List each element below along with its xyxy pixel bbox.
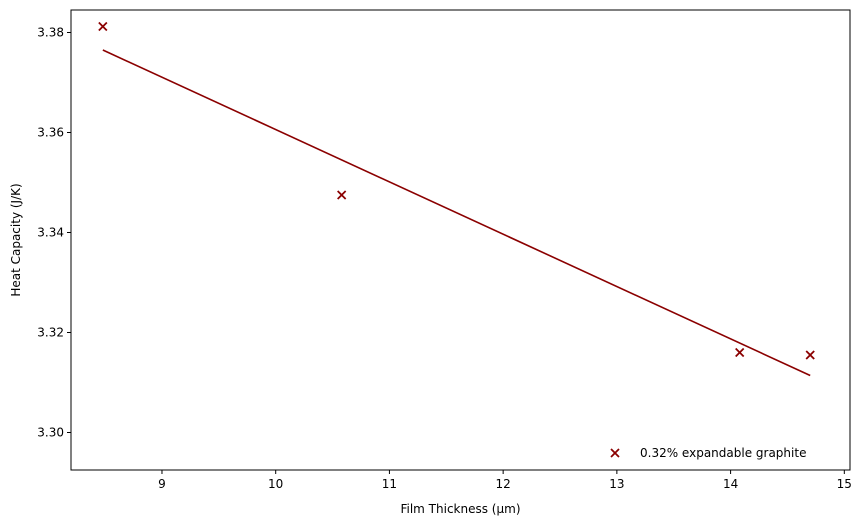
legend: 0.32% expandable graphite [610, 446, 806, 460]
data-point [735, 347, 745, 358]
y-axis: 3.30 3.32 3.34 3.36 3.38 [37, 26, 71, 440]
y-tick-label: 3.30 [37, 426, 64, 440]
x-tick-label: 13 [609, 477, 624, 491]
plot-area [70, 9, 851, 471]
y-tick-label: 3.36 [37, 126, 64, 140]
x-axis-title: Film Thickness (µm) [400, 502, 520, 516]
x-tick-label: 9 [158, 477, 166, 491]
plot-frame [70, 9, 851, 471]
legend-marker [610, 448, 620, 458]
x-tick-label: 10 [268, 477, 283, 491]
series-layer [98, 21, 815, 377]
y-axis-title: Heat Capacity (J/K) [9, 183, 23, 296]
legend-label: 0.32% expandable graphite [640, 446, 806, 460]
x-tick-label: 15 [837, 477, 852, 491]
data-point [98, 21, 108, 32]
fit-line [102, 49, 811, 377]
x-tick-label: 11 [382, 477, 397, 491]
data-point [337, 190, 347, 200]
data-point [805, 350, 815, 360]
y-tick-label: 3.32 [37, 326, 64, 340]
x-tick-label: 14 [723, 477, 738, 491]
y-tick-label: 3.34 [37, 226, 64, 240]
x-axis: 9 10 11 12 13 14 15 [158, 470, 852, 491]
x-tick-label: 12 [496, 477, 511, 491]
y-tick-label: 3.38 [37, 26, 64, 40]
